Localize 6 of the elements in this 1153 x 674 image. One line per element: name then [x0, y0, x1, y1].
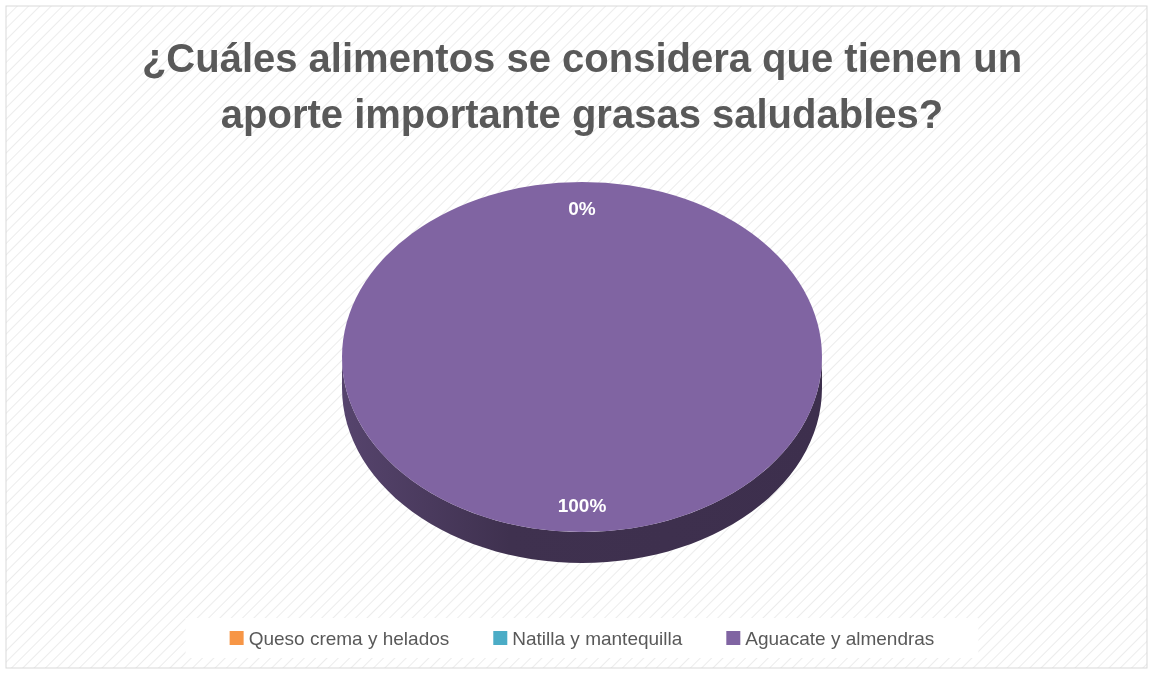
data-label: 100% — [557, 495, 607, 517]
chart-title: ¿Cuáles alimentos se considera que tienen un aporte importante grasas saludables? — [141, 36, 1023, 136]
legend-label: Queso crema y helados — [248, 627, 450, 649]
legend-label: Natilla y mantequilla — [512, 627, 683, 649]
legend-label: Aguacate y almendras — [745, 627, 935, 649]
text: 0% — [568, 197, 596, 219]
